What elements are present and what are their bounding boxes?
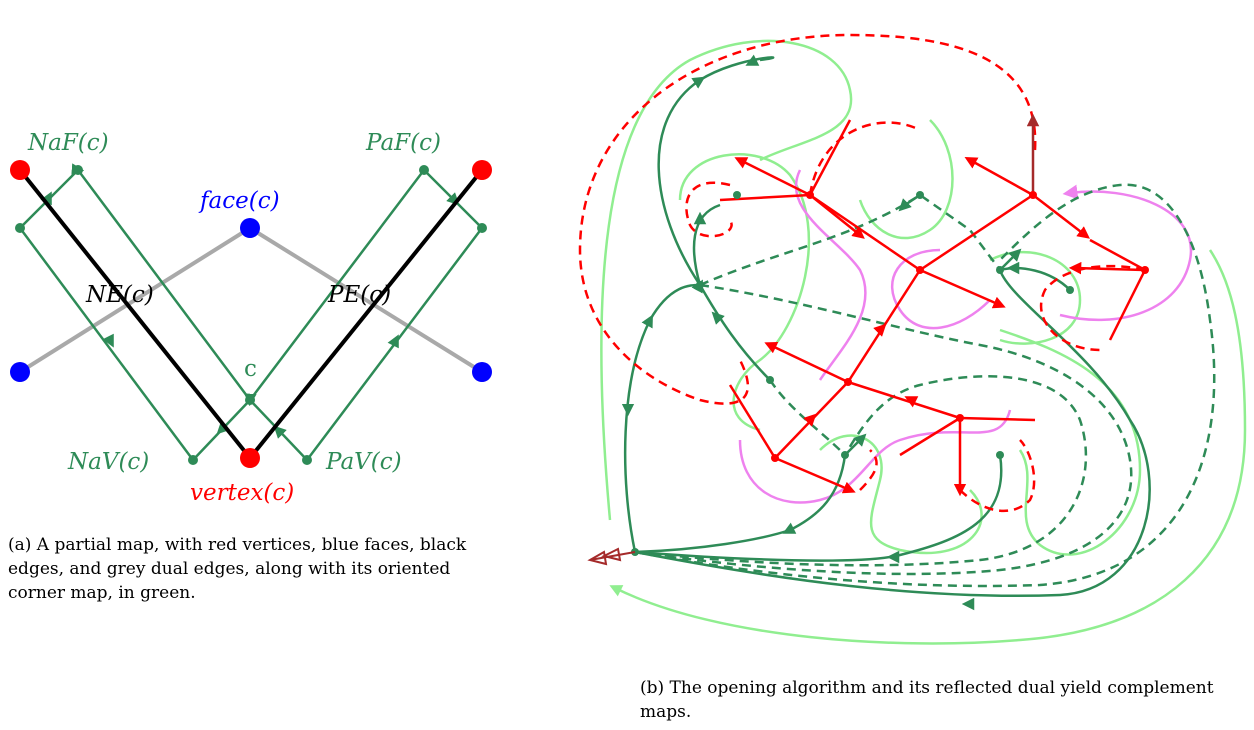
primal-edges — [18, 168, 484, 460]
panel-a-partial-map: NaF(c) PaF(c) face(c) NE(c) PE(c) c NaV(… — [10, 130, 492, 506]
red-dashed-curves — [578, 33, 1146, 513]
dark-green-solid-curves — [621, 54, 1151, 611]
red-vertex-dots — [771, 191, 1149, 462]
green-corner-dots — [631, 191, 1074, 556]
label-ne: NE(c) — [85, 282, 154, 308]
label-vertex: vertex(c) — [190, 480, 294, 506]
root-arrow — [587, 547, 636, 566]
caption-panel-b: (b) The opening algorithm and its reflec… — [640, 678, 1214, 722]
dark-green-dashed-curves — [634, 183, 1216, 588]
label-face: face(c) — [198, 188, 280, 214]
corner-dots — [15, 165, 487, 465]
vertices — [10, 160, 492, 468]
label-naf: NaF(c) — [27, 130, 109, 156]
label-c: c — [244, 356, 257, 382]
label-pav: PaV(c) — [325, 449, 402, 475]
faces — [10, 218, 492, 382]
label-pe: PE(c) — [327, 282, 391, 308]
corner-map — [18, 163, 484, 461]
red-tree-edges — [719, 113, 1147, 497]
panel-b-complement-maps — [578, 33, 1247, 645]
label-paf: PaF(c) — [365, 130, 441, 156]
caption-panel-a: (a) A partial map, with red vertices, bl… — [8, 535, 467, 603]
light-green-curves — [600, 39, 1247, 645]
label-nav: NaV(c) — [67, 449, 149, 475]
violet-curves — [738, 169, 1193, 504]
